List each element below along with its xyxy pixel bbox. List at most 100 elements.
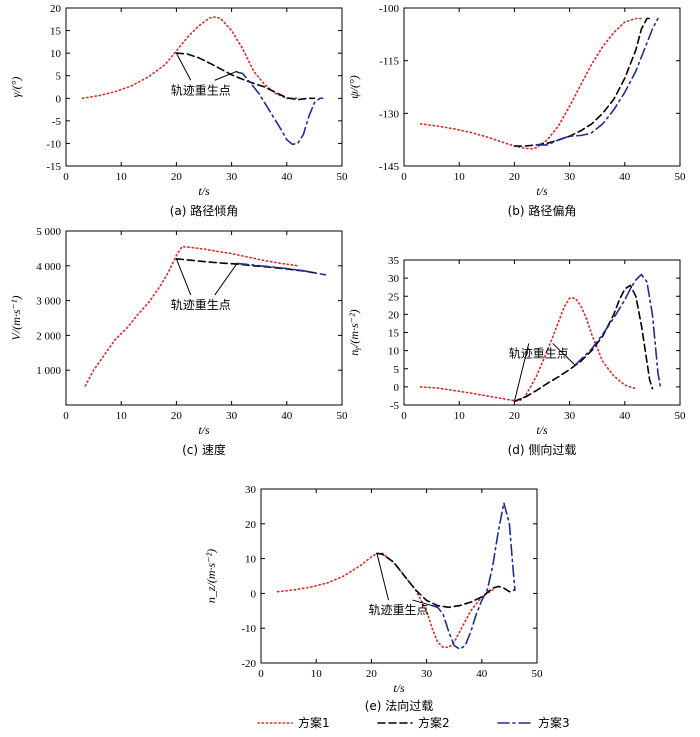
plot-frame [65, 7, 343, 167]
x-tick-label: 0 [258, 668, 264, 680]
y-tick-label: 0 [251, 588, 257, 600]
y-axis-label: n_z/(m·s⁻²) [204, 549, 218, 603]
y-axis-label: nᵧ/(m·s⁻²) [347, 309, 361, 355]
series-line-方案1 [276, 552, 494, 649]
y-tick-label: 5 [394, 364, 400, 376]
x-tick-label: 50 [675, 171, 687, 183]
x-tick-label: 30 [564, 171, 576, 183]
annotation-leader [175, 52, 192, 81]
series-line-方案2 [513, 17, 654, 147]
series-line-方案2 [513, 284, 654, 403]
x-axis-label: t/s [198, 184, 210, 198]
x-tick-label: 50 [675, 410, 687, 422]
y-tick-label: 20 [245, 519, 257, 531]
y-axis-label: γ/(°) [9, 77, 23, 98]
y-tick-label: -130 [379, 108, 400, 120]
y-tick-label: 0 [56, 93, 62, 105]
series-line-方案1 [81, 16, 299, 100]
chart-panel-3: 0 10 20 30 40 50 1 000 2 000 3 000 4 000 5 000 t/s V… [9, 226, 348, 457]
annotation-label: 轨迹重生点 [171, 83, 231, 97]
panel-caption: (d) 侧向过载 [508, 442, 577, 457]
x-tick-label: 10 [454, 410, 466, 422]
legend-label: 方案3 [538, 715, 570, 730]
y-tick-label: 15 [50, 26, 62, 38]
annotation-label: 轨迹重生点 [369, 603, 429, 617]
y-tick-label: -145 [379, 161, 400, 173]
x-tick-label: 50 [337, 171, 349, 183]
y-axis-label: V/(m·s⁻¹) [9, 296, 23, 341]
x-tick-label: 50 [337, 410, 349, 422]
y-tick-label: 10 [245, 554, 257, 566]
annotation-label: 轨迹重生点 [171, 298, 231, 312]
panel-caption: (c) 速度 [182, 442, 226, 457]
series-line-方案3 [236, 262, 327, 276]
plot-frame [403, 259, 681, 406]
y-tick-label: -10 [46, 138, 61, 150]
series-line-方案3 [236, 71, 324, 146]
y-tick-label: -15 [46, 161, 61, 173]
x-tick-label: 20 [509, 410, 521, 422]
x-tick-label: 30 [421, 668, 433, 680]
annotation-leader [175, 258, 192, 296]
y-tick-label: -5 [390, 400, 400, 412]
y-tick-label: 10 [388, 346, 400, 358]
y-tick-label: 5 [56, 71, 62, 83]
y-tick-label: 20 [388, 309, 400, 321]
x-tick-label: 20 [366, 668, 378, 680]
y-tick-label: 0 [394, 382, 400, 394]
series-line-方案2 [376, 552, 516, 609]
x-tick-label: 30 [564, 410, 576, 422]
panel-caption: (a) 路径倾角 [170, 203, 239, 218]
y-tick-label: 2 000 [36, 330, 61, 342]
legend-label: 方案2 [418, 715, 450, 730]
x-tick-label: 10 [311, 668, 323, 680]
annotation-leader [214, 70, 238, 81]
x-tick-label: 0 [401, 410, 407, 422]
series-line-方案1 [419, 17, 643, 150]
chart-panel-5: 0 10 20 30 40 50 -20 -10 0 10 20 30 t/s n_z/(m·s⁻²) (e… [204, 484, 543, 713]
y-tick-label: -5 [52, 116, 62, 128]
x-axis-label: t/s [536, 423, 548, 437]
y-tick-label: 30 [245, 484, 257, 496]
annotation-leader [214, 263, 238, 296]
series-line-方案1 [84, 245, 299, 387]
x-tick-label: 50 [532, 668, 544, 680]
y-tick-label: 20 [50, 3, 62, 15]
y-tick-label: 10 [50, 48, 62, 60]
panel-caption: (b) 路径偏角 [508, 203, 577, 218]
x-tick-label: 40 [476, 668, 488, 680]
x-axis-label: t/s [393, 681, 405, 695]
series-line-方案3 [535, 17, 659, 146]
y-tick-label: 1 000 [36, 365, 61, 377]
series-line-方案2 [175, 257, 316, 274]
series-line-方案3 [574, 273, 662, 390]
y-tick-label: 5 000 [36, 226, 61, 238]
legend: 方案1 方案2 方案3 [257, 715, 570, 730]
annotation-leader [513, 343, 530, 402]
series-line-方案3 [431, 502, 516, 650]
y-tick-label: 15 [388, 328, 400, 340]
y-tick-label: -115 [379, 56, 399, 68]
chart-panel-2: 0 10 20 30 40 50 -145 -130 -115 -100 t/s ψ/(°) (b) 路… [347, 3, 686, 218]
annotation-leader [376, 553, 390, 601]
x-tick-label: 0 [63, 171, 69, 183]
y-tick-label: -100 [379, 3, 400, 15]
y-tick-label: 30 [388, 273, 400, 285]
plot-frame [403, 7, 681, 167]
y-tick-label: 3 000 [36, 296, 61, 308]
x-tick-label: 40 [281, 410, 293, 422]
panel-caption: (e) 法向过载 [365, 698, 434, 713]
plot-frame [65, 230, 343, 406]
y-tick-label: 35 [388, 255, 400, 267]
series-line-方案1 [419, 297, 637, 402]
x-tick-label: 10 [454, 171, 466, 183]
chart-panel-1: 0 10 20 30 40 50 -15 -10 -5 0 5 10 15 20 t/s γ/(°) (a) 路… [9, 3, 348, 218]
x-tick-label: 10 [116, 171, 128, 183]
x-tick-label: 10 [116, 410, 128, 422]
annotation-leader [412, 599, 433, 607]
y-tick-label: -10 [241, 623, 256, 635]
x-tick-label: 0 [63, 410, 69, 422]
y-tick-label: 25 [388, 291, 400, 303]
x-tick-label: 20 [171, 171, 183, 183]
